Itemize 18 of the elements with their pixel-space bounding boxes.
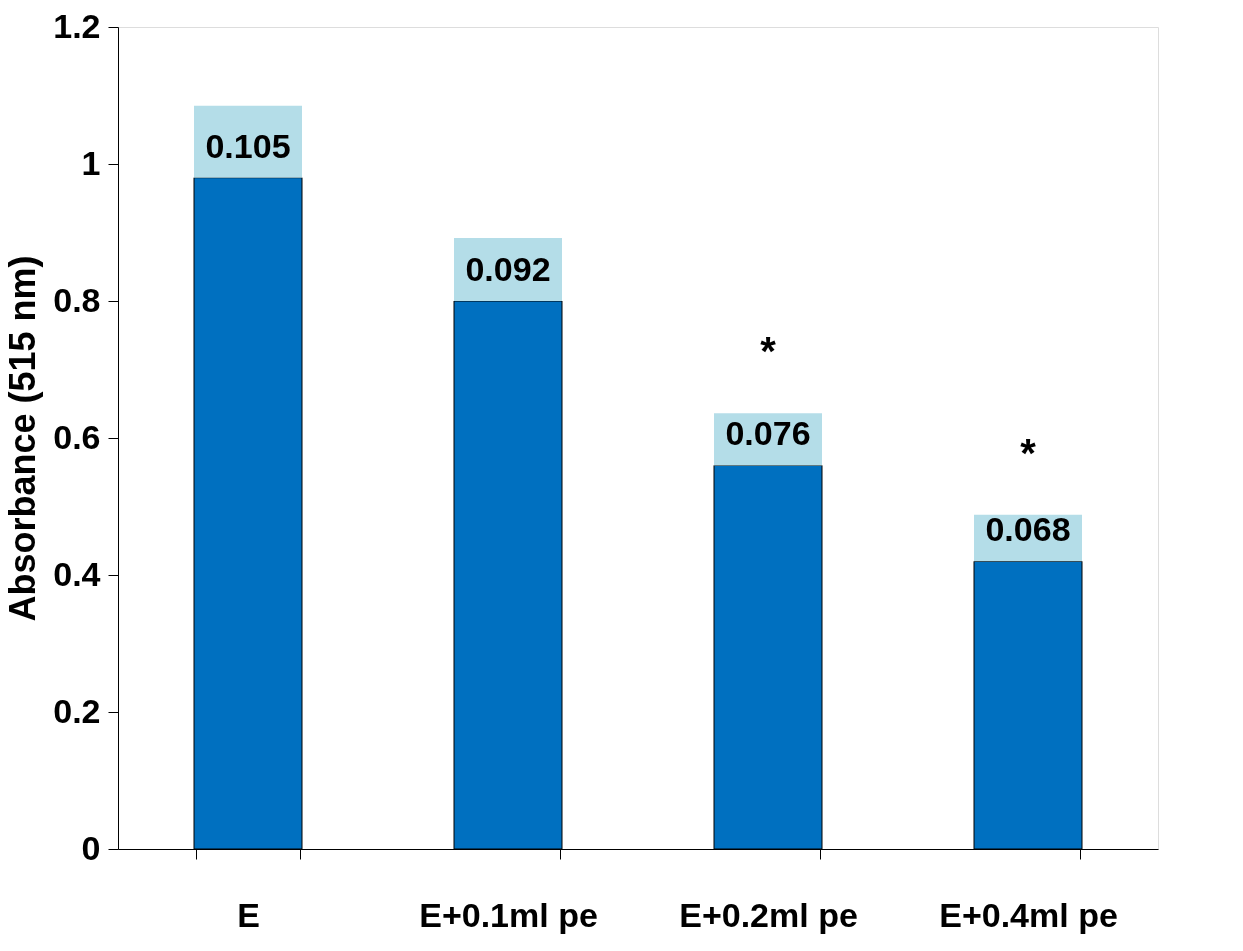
x-tick-label: E+0.1ml pe [419,895,598,934]
x-tick-label: E+0.2ml pe [679,895,858,934]
y-tick-label: 0 [81,828,101,867]
y-axis-title: Absorbance (515 nm) [2,255,44,622]
y-tick-label: 1 [81,143,101,182]
x-tick-label: E+0.4ml pe [939,895,1118,934]
y-tick-label: 0.4 [53,554,101,593]
y-tick-label: 1.2 [53,6,101,45]
data-label: 0.092 [465,250,551,288]
x-tick-label: E [237,895,260,934]
data-label: 0.105 [205,126,291,165]
y-tick-label: 0.2 [53,691,101,730]
y-tick-label: 0.8 [53,280,101,319]
data-label: 0.068 [985,510,1071,549]
y-tick-label: 0.6 [53,417,101,456]
data-label: 0.076 [725,414,811,453]
annotation: * [760,329,777,374]
annotation: * [1020,430,1037,475]
